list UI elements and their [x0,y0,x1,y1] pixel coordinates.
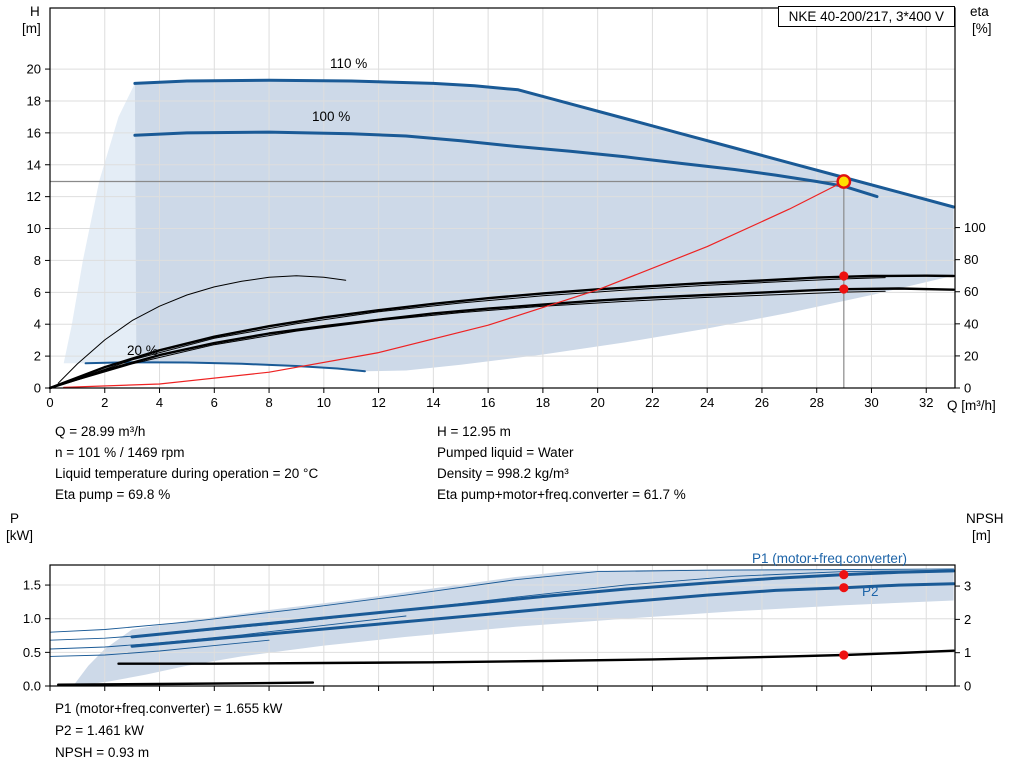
eta-axis-title: eta [970,4,989,19]
svg-text:12: 12 [371,395,385,410]
duty-info-left: Q = 28.99 m³/h n = 101 % / 1469 rpm Liqu… [55,421,318,505]
result-p1: P1 (motor+freq.converter) = 1.655 kW [55,701,283,716]
svg-text:60: 60 [964,284,978,299]
svg-text:0: 0 [964,381,971,396]
svg-text:16: 16 [481,395,495,410]
svg-text:10: 10 [317,395,331,410]
svg-text:12: 12 [27,189,41,204]
svg-text:40: 40 [964,316,978,331]
svg-text:0: 0 [34,381,41,396]
result-block: P1 (motor+freq.converter) = 1.655 kW P2 … [55,698,282,764]
svg-text:18: 18 [27,93,41,108]
svg-text:30: 30 [864,395,878,410]
svg-text:20: 20 [27,62,41,77]
svg-text:16: 16 [27,125,41,140]
svg-text:20: 20 [590,395,604,410]
svg-text:80: 80 [964,252,978,267]
result-npsh: NPSH = 0.93 m [55,745,150,760]
svg-text:0: 0 [964,679,971,694]
svg-text:2: 2 [34,349,41,364]
info-eta-total: Eta pump+motor+freq.converter = 61.7 % [437,487,686,502]
info-head: H = 12.95 m [437,424,511,439]
svg-text:32: 32 [919,395,933,410]
p1-curve-label: P1 (motor+freq.converter) [752,551,907,566]
info-pumped-liquid: Pumped liquid = Water [437,445,574,460]
svg-text:1: 1 [964,645,971,660]
svg-text:3: 3 [964,579,971,594]
svg-text:10: 10 [27,221,41,236]
p2-curve-label: P2 [862,584,879,599]
info-eta-pump: Eta pump = 69.8 % [55,487,171,502]
h-axis-unit: [m] [22,21,41,36]
npsh-axis-title: NPSH [966,511,1004,526]
svg-text:8: 8 [34,253,41,268]
svg-text:0.5: 0.5 [23,645,41,660]
h-axis-title: H [30,4,40,19]
svg-text:14: 14 [27,157,41,172]
p-axis-unit: [kW] [6,528,33,543]
svg-text:28: 28 [809,395,823,410]
eta-axis-unit: [%] [972,21,992,36]
speed-label-110: 110 % [330,56,368,71]
svg-text:2: 2 [964,612,971,627]
svg-text:18: 18 [536,395,550,410]
info-density: Density = 998.2 kg/m³ [437,466,569,481]
svg-text:24: 24 [700,395,714,410]
info-speed: n = 101 % / 1469 rpm [55,445,185,460]
speed-label-min: 20 % [127,343,158,358]
svg-text:1.0: 1.0 [23,611,41,626]
npsh-axis-unit: [m] [972,528,991,543]
svg-text:14: 14 [426,395,440,410]
result-p2: P2 = 1.461 kW [55,723,144,738]
svg-text:4: 4 [34,317,41,332]
svg-text:6: 6 [211,395,218,410]
svg-text:20: 20 [964,348,978,363]
svg-text:22: 22 [645,395,659,410]
svg-text:6: 6 [34,285,41,300]
svg-text:0: 0 [46,395,53,410]
duty-info-right: H = 12.95 m Pumped liquid = Water Densit… [437,421,686,505]
pump-type-title: NKE 40-200/217, 3*400 V [777,6,955,27]
svg-text:26: 26 [755,395,769,410]
svg-text:4: 4 [156,395,163,410]
speed-label-100: 100 % [312,109,351,124]
svg-text:100: 100 [964,220,986,235]
p-axis-title: P [10,511,20,526]
info-flow: Q = 28.99 m³/h [55,424,146,439]
svg-text:8: 8 [265,395,272,410]
svg-text:0.0: 0.0 [23,679,41,694]
svg-text:2: 2 [101,395,108,410]
info-liquid-temp: Liquid temperature during operation = 20… [55,466,319,481]
q-axis-title: Q [m³/h] [947,398,996,413]
svg-text:1.5: 1.5 [23,578,41,593]
